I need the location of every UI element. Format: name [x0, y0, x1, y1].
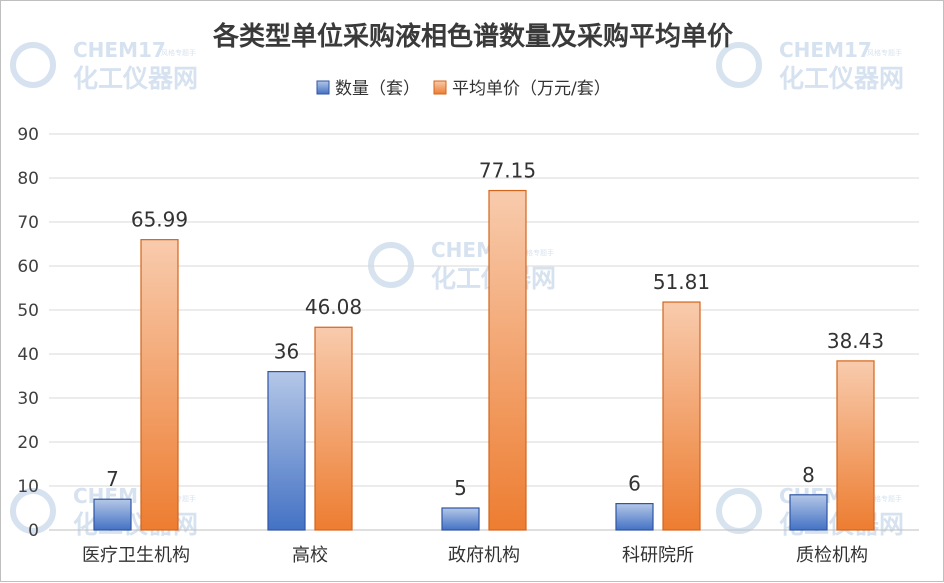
watermark-tagline: 风格专题手 [161, 48, 196, 57]
y-axis: 0 10 20 30 40 50 60 70 80 90 [17, 125, 39, 541]
data-label: 36 [274, 340, 299, 364]
watermark-logo-icon [716, 488, 762, 534]
bar [488, 189, 527, 531]
watermark-logo-icon [10, 488, 56, 534]
y-tick-label: 20 [17, 433, 39, 453]
bar [140, 239, 179, 531]
data-label: 8 [802, 463, 815, 487]
bars [93, 189, 875, 531]
legend-label: 平均单价（万元/套） [452, 79, 611, 99]
y-tick-label: 10 [17, 477, 39, 497]
x-axis: 医疗卫生机构 高校 政府机构 科研院所 质检机构 [82, 545, 868, 566]
watermark-tagline: 风格专题手 [867, 48, 902, 57]
x-tick-label: 高校 [292, 545, 328, 566]
data-label: 77.15 [479, 159, 536, 183]
y-tick-label: 90 [17, 125, 39, 145]
watermark-logo-icon [10, 42, 56, 88]
legend-label: 数量（套） [335, 79, 420, 99]
chart-title: 各类型单位采购液相色谱数量及采购平均单价 [212, 21, 734, 52]
watermarks: CHEM17风格专题手化工仪器网CHEM17风格专题手化工仪器网CHEM17风格… [10, 38, 904, 539]
watermark-name: 化工仪器网 [73, 510, 198, 539]
gridlines [49, 133, 919, 531]
watermark-logo-icon [368, 242, 414, 288]
bar [267, 371, 306, 531]
data-label: 46.08 [305, 295, 362, 319]
x-tick-label: 医疗卫生机构 [82, 545, 190, 566]
y-tick-label: 80 [17, 169, 39, 189]
y-tick-label: 40 [17, 345, 39, 365]
bar [314, 326, 353, 531]
data-label: 65.99 [131, 208, 188, 232]
y-tick-label: 60 [17, 257, 39, 277]
bar [662, 301, 701, 531]
x-tick-label: 科研院所 [622, 545, 694, 566]
data-label: 6 [628, 472, 641, 496]
data-label: 51.81 [653, 270, 710, 294]
bar [93, 498, 132, 531]
bar [441, 507, 480, 531]
y-tick-label: 70 [17, 213, 39, 233]
legend-swatch [316, 80, 330, 95]
watermark-name: 化工仪器网 [779, 64, 904, 93]
x-tick-label: 政府机构 [448, 545, 520, 566]
watermark-brand: CHEM17 [73, 38, 166, 62]
legend-swatch [433, 80, 447, 95]
y-tick-label: 0 [28, 521, 39, 541]
legend-item: 平均单价（万元/套） [433, 79, 611, 99]
bar [836, 360, 875, 531]
watermark-name: 化工仪器网 [73, 64, 198, 93]
watermark-tagline: 风格专题手 [519, 248, 554, 257]
watermark-logo-icon [716, 42, 762, 88]
data-label: 5 [454, 476, 467, 500]
watermark-brand: CHEM17 [779, 38, 872, 62]
x-tick-label: 质检机构 [796, 545, 868, 566]
legend-item: 数量（套） [316, 79, 420, 99]
y-tick-label: 30 [17, 389, 39, 409]
data-label: 38.43 [827, 329, 884, 353]
data-label: 7 [106, 467, 119, 491]
legend: 数量（套） 平均单价（万元/套） [316, 79, 611, 99]
y-tick-label: 50 [17, 301, 39, 321]
bar [789, 494, 828, 531]
bar [615, 503, 654, 531]
watermark-tagline: 风格专题手 [867, 494, 902, 503]
